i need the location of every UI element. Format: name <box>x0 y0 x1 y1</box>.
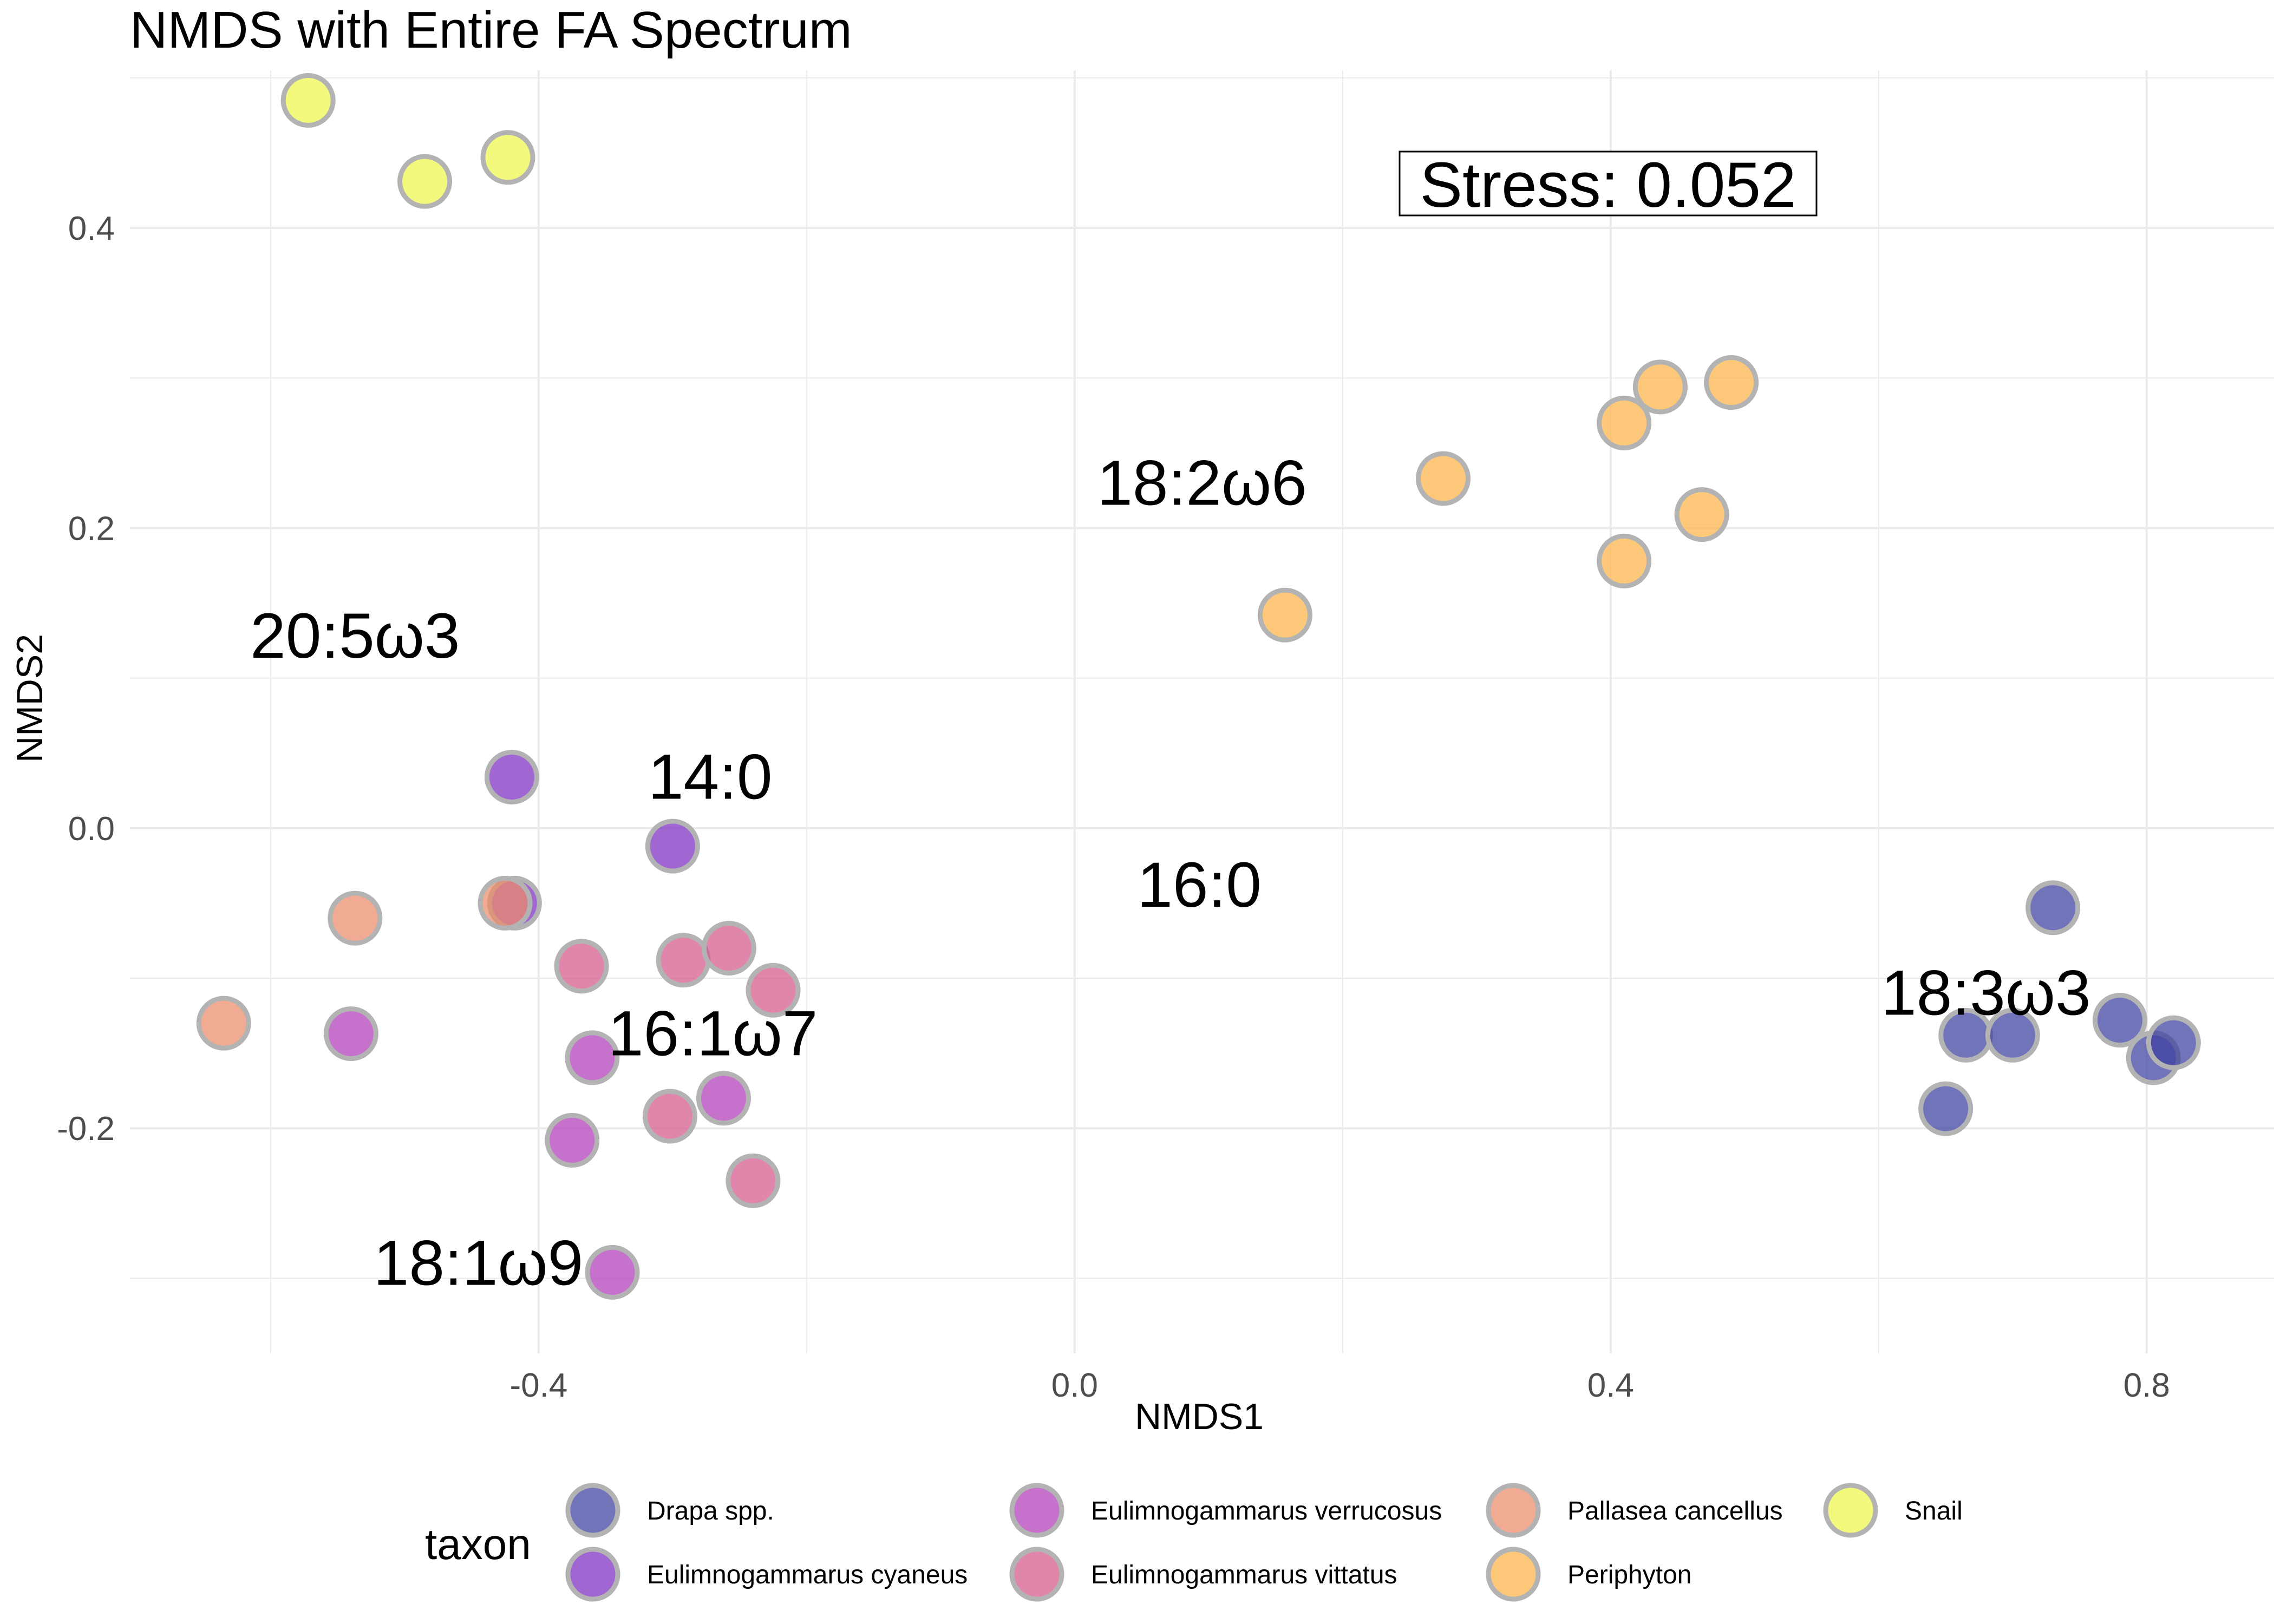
legend-title: taxon <box>425 1520 531 1568</box>
legend-key <box>565 1483 620 1538</box>
stress-box: Stress: 0.052 <box>1399 149 1818 221</box>
data-point <box>554 939 609 994</box>
legend-key <box>1009 1483 1064 1538</box>
fatty-acid-label: 20:5ω3 <box>250 600 460 672</box>
data-point <box>726 1153 781 1208</box>
x-tick-label: -0.4 <box>509 1367 567 1404</box>
data-point <box>545 1112 600 1168</box>
data-point <box>280 73 336 128</box>
fatty-acid-labels: 18:2ω6 20:5ω3 14:0 16:0 18:3ω3 16:1ω7 18:1ω9 <box>250 447 2090 1299</box>
y-tick-label: 0.2 <box>68 510 115 547</box>
legend-entry: Drapa spp. <box>647 1497 774 1525</box>
stress-label: Stress: 0.052 <box>1420 149 1796 221</box>
legend-entry: Eulimnogammarus cyaneus <box>647 1561 968 1589</box>
legend-key <box>1823 1483 1878 1538</box>
legend-key <box>1486 1483 1541 1538</box>
data-point <box>656 933 711 988</box>
chart-title: NMDS with Entire FA Spectrum <box>130 1 852 59</box>
data-point <box>2025 880 2081 935</box>
stress-box-border <box>1399 150 1818 217</box>
data-point <box>585 1245 640 1300</box>
data-point <box>196 996 251 1051</box>
data-point <box>1257 587 1312 643</box>
data-point <box>2146 1015 2201 1070</box>
axis-ticks: -0.4 0.0 0.4 0.8 -0.2 0.0 0.2 0.4 <box>57 210 2170 1404</box>
data-point <box>565 1030 620 1085</box>
fatty-acid-label: 16:0 <box>1137 849 1262 921</box>
data-point <box>1597 395 1652 450</box>
y-tick-label: -0.2 <box>57 1110 115 1148</box>
data-point <box>1632 359 1688 415</box>
data-points <box>196 73 2201 1300</box>
data-point <box>642 1089 697 1144</box>
data-point <box>1704 355 1759 410</box>
data-point <box>1674 487 1729 542</box>
data-point <box>397 154 452 209</box>
legend-key <box>565 1547 620 1602</box>
fatty-acid-label: 14:0 <box>648 742 773 813</box>
data-point <box>328 890 383 946</box>
legend-key <box>1009 1547 1064 1602</box>
fatty-acid-label: 18:1ω9 <box>374 1228 583 1299</box>
data-point <box>746 962 801 1018</box>
y-tick-label: 0.4 <box>68 210 115 247</box>
data-point <box>323 1006 378 1062</box>
data-point <box>478 875 533 931</box>
grid-lines <box>130 70 2274 1353</box>
legend-entry: Eulimnogammarus verrucosus <box>1091 1497 1442 1525</box>
data-point <box>480 130 535 185</box>
fatty-acid-label: 18:2ω6 <box>1097 447 1306 519</box>
data-point <box>1416 451 1471 506</box>
fatty-acid-label: 16:1ω7 <box>608 998 818 1070</box>
x-axis-label: NMDS1 <box>1135 1396 1264 1437</box>
data-point <box>1597 533 1652 588</box>
x-tick-label: 0.0 <box>1051 1367 1098 1404</box>
fatty-acid-label: 18:3ω3 <box>1881 958 2090 1029</box>
x-tick-label: 0.8 <box>2123 1367 2170 1404</box>
legend-entry: Pallasea cancellus <box>1567 1497 1783 1525</box>
y-axis-label: NMDS2 <box>9 634 50 763</box>
legend-key <box>1486 1547 1541 1602</box>
data-point <box>1985 1007 2040 1063</box>
data-point <box>701 921 756 976</box>
data-point <box>696 1071 751 1126</box>
legend: taxon Drapa spp. Eulimnogammarus cyaneus E… <box>425 1483 1963 1602</box>
legend-entry: Snail <box>1905 1497 1963 1525</box>
legend-entry: Periphyton <box>1567 1561 1691 1589</box>
x-tick-label: 0.4 <box>1587 1367 1634 1404</box>
data-point <box>484 750 539 805</box>
legend-entry: Eulimnogammarus vittatus <box>1091 1561 1397 1589</box>
data-point <box>1918 1081 1974 1136</box>
data-point <box>645 818 700 874</box>
data-point <box>2092 993 2147 1048</box>
y-tick-label: 0.0 <box>68 810 115 848</box>
